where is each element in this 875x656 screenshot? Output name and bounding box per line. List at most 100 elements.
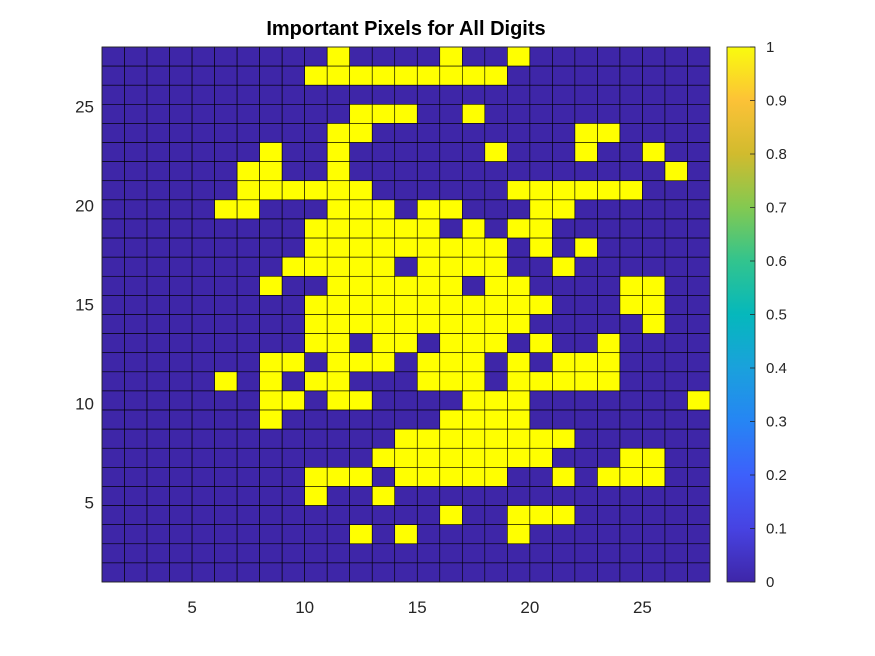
heatmap-cell [304, 123, 328, 143]
heatmap-cell [416, 46, 441, 67]
heatmap-cell [529, 275, 553, 296]
heatmap-cell [349, 180, 373, 201]
heatmap-cell [529, 428, 553, 449]
heatmap-cell [304, 467, 328, 487]
heatmap-cell [394, 428, 418, 449]
heatmap-cell [619, 46, 643, 67]
heatmap-cell [484, 237, 508, 258]
heatmap-cell [169, 390, 193, 411]
heatmap-cell [687, 65, 711, 86]
heatmap-cell [191, 409, 215, 430]
heatmap-cell [371, 524, 396, 545]
heatmap-cell [101, 180, 125, 201]
heatmap-cell [529, 218, 553, 239]
heatmap-cell [236, 467, 260, 487]
heatmap-cell [529, 390, 553, 411]
heatmap-cell [146, 505, 170, 525]
heatmap-cell [642, 447, 666, 468]
heatmap-cell [507, 562, 531, 583]
heatmap-cell [146, 180, 170, 201]
heatmap-cell [281, 524, 305, 545]
heatmap-cell [687, 199, 711, 220]
heatmap-cell [349, 409, 373, 430]
heatmap-cell [214, 562, 238, 583]
colorbar-tick-label: 0.6 [766, 253, 787, 270]
heatmap-cell [214, 180, 238, 201]
heatmap-cell [664, 65, 688, 86]
heatmap-cell [597, 65, 621, 86]
heatmap-cell [597, 333, 621, 354]
heatmap-cell [484, 199, 508, 220]
heatmap-cell [349, 275, 373, 296]
heatmap-cell [371, 275, 396, 296]
heatmap-cell [552, 562, 576, 583]
heatmap-cell [191, 505, 215, 525]
heatmap-cell [349, 237, 373, 258]
heatmap-cell [687, 123, 711, 143]
heatmap-cell [597, 180, 621, 201]
heatmap-cell [146, 333, 170, 354]
heatmap-cell [169, 333, 193, 354]
heatmap-cell [191, 371, 215, 392]
colorbar-tick-label: 0.8 [766, 146, 787, 163]
heatmap-cell [642, 142, 666, 162]
heatmap-cell [552, 352, 576, 373]
heatmap-cell [642, 428, 666, 449]
heatmap-cell [371, 428, 396, 449]
heatmap-cell [259, 543, 283, 564]
heatmap-cell [461, 352, 486, 373]
heatmap-cell [416, 218, 441, 239]
heatmap-cell [146, 275, 170, 296]
heatmap-cell [371, 562, 396, 583]
heatmap-cell [281, 447, 305, 468]
heatmap-cell [461, 123, 486, 143]
heatmap-cell [124, 46, 148, 67]
heatmap-cell [664, 467, 688, 487]
heatmap-cell [484, 447, 508, 468]
heatmap-cell [326, 180, 351, 201]
heatmap-cell [574, 371, 598, 392]
heatmap-cell [371, 371, 396, 392]
heatmap-cell [461, 524, 486, 545]
heatmap-cell [507, 505, 531, 525]
heatmap-cell [529, 562, 553, 583]
heatmap-cell [259, 409, 283, 430]
heatmap-cell [529, 409, 553, 430]
heatmap-cell [349, 199, 373, 220]
heatmap-cell [461, 428, 486, 449]
heatmap-cell [529, 123, 553, 143]
heatmap-cell [687, 543, 711, 564]
y-tick-label: 25 [75, 97, 94, 116]
heatmap-cell [124, 390, 148, 411]
heatmap-cell [552, 275, 576, 296]
heatmap-cell [371, 104, 396, 124]
heatmap-cells [101, 46, 711, 583]
heatmap-cell [507, 371, 531, 392]
heatmap-cell [416, 104, 441, 124]
heatmap-cell [664, 371, 688, 392]
heatmap-cell [529, 295, 553, 315]
heatmap-cell [169, 275, 193, 296]
heatmap-cell [326, 237, 351, 258]
heatmap-cell [371, 295, 396, 315]
heatmap-cell [642, 543, 666, 564]
heatmap-cell [394, 104, 418, 124]
chart-title: Important Pixels for All Digits [266, 18, 546, 40]
heatmap-cell [597, 371, 621, 392]
heatmap-cell [461, 65, 486, 86]
heatmap-cell [461, 46, 486, 67]
heatmap-cell [349, 524, 373, 545]
heatmap-cell [507, 199, 531, 220]
heatmap-cell [439, 428, 463, 449]
heatmap-cell [326, 65, 351, 86]
heatmap-cell [259, 467, 283, 487]
x-tick-label: 5 [187, 598, 196, 617]
heatmap-cell [214, 65, 238, 86]
heatmap-cell [214, 428, 238, 449]
heatmap-cell [236, 486, 260, 506]
heatmap-cell [461, 390, 486, 411]
heatmap-cell [124, 104, 148, 124]
heatmap-cell [124, 237, 148, 258]
heatmap-cell [124, 142, 148, 162]
heatmap-cell [101, 428, 125, 449]
